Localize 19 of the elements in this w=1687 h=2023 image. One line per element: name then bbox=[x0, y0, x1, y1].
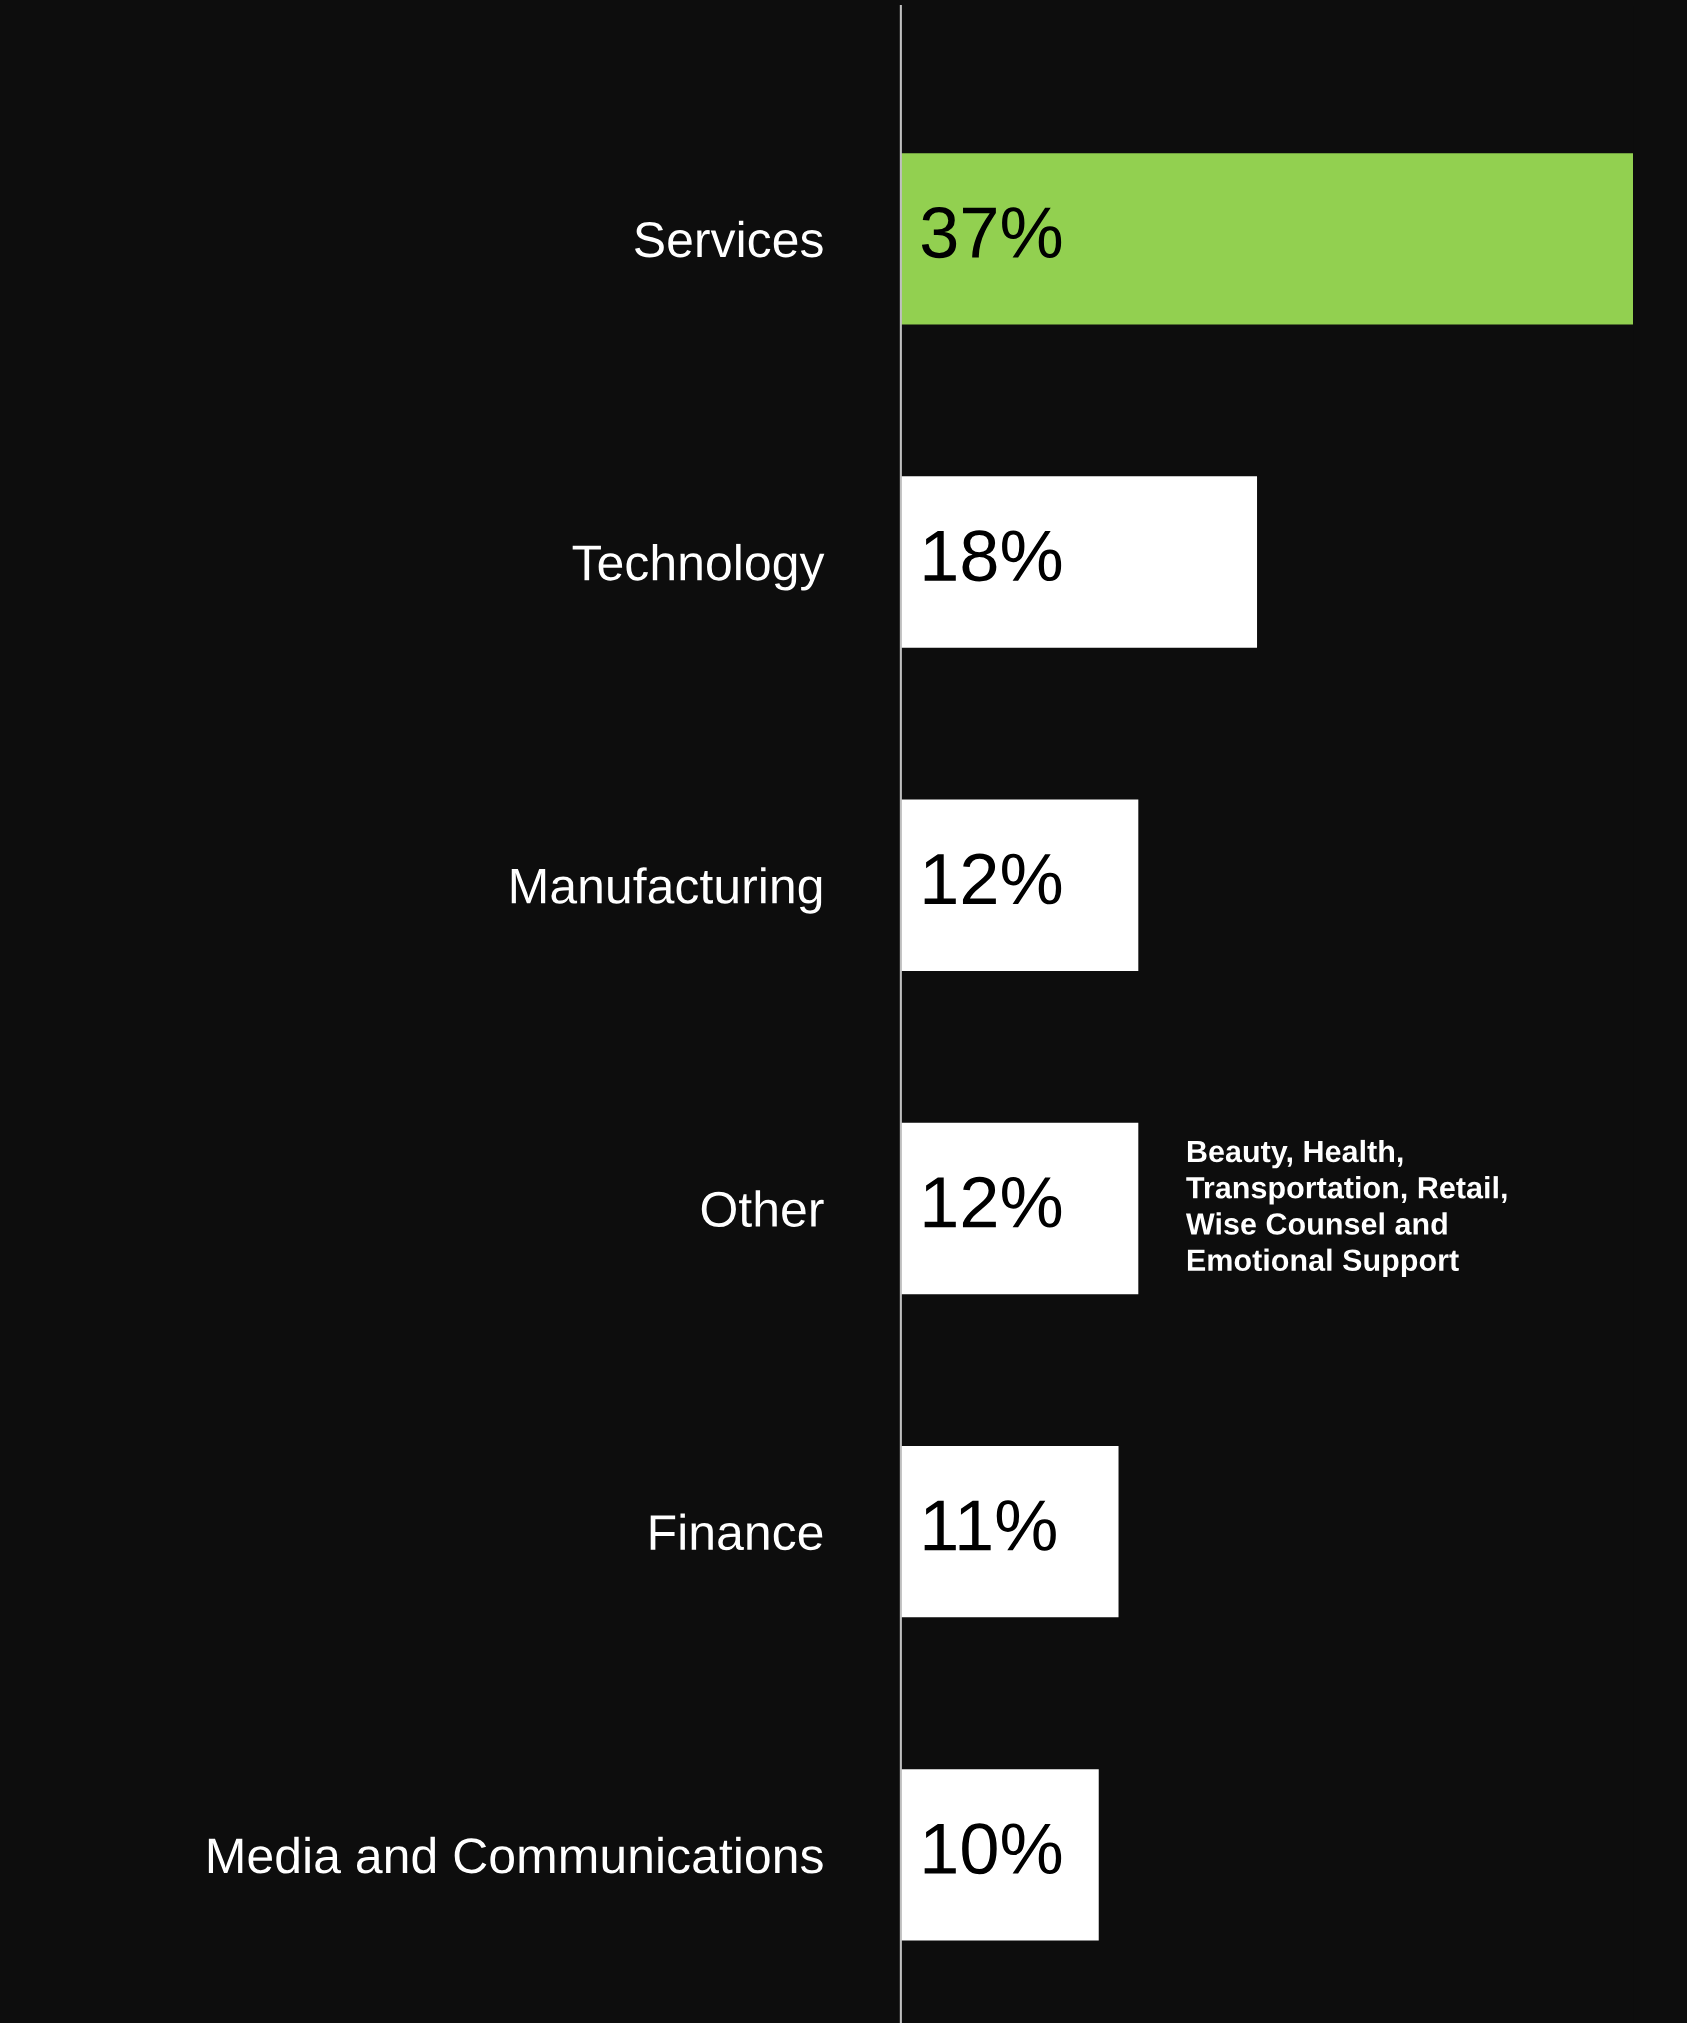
bar bbox=[900, 799, 1139, 971]
data-label: 10% bbox=[924, 1823, 1062, 1875]
data-label: 12% bbox=[924, 853, 1062, 905]
y-tick-label: Manufacturing bbox=[511, 867, 822, 914]
bar bbox=[900, 476, 1258, 648]
data-label: 37% bbox=[921, 207, 1062, 259]
y-tick-label: Services bbox=[635, 220, 823, 258]
data-label: 18% bbox=[924, 530, 1062, 582]
data-label: 11% bbox=[924, 1500, 1056, 1551]
bar bbox=[900, 1122, 1139, 1295]
y-tick-label: Other bbox=[701, 1190, 824, 1228]
y-tick-label: Finance bbox=[650, 1513, 823, 1551]
bar bbox=[900, 1446, 1119, 1618]
y-tick-label: Technology bbox=[572, 543, 825, 591]
data-label: 12% bbox=[924, 1176, 1062, 1228]
bar bbox=[900, 1769, 1099, 1941]
y-tick-label: Media and Communications bbox=[208, 1836, 823, 1874]
bar bbox=[900, 153, 1634, 325]
annotation: Beauty, Health, Transportation, Retail, Wise Counsel and Emotional Support bbox=[1185, 1139, 1507, 1278]
